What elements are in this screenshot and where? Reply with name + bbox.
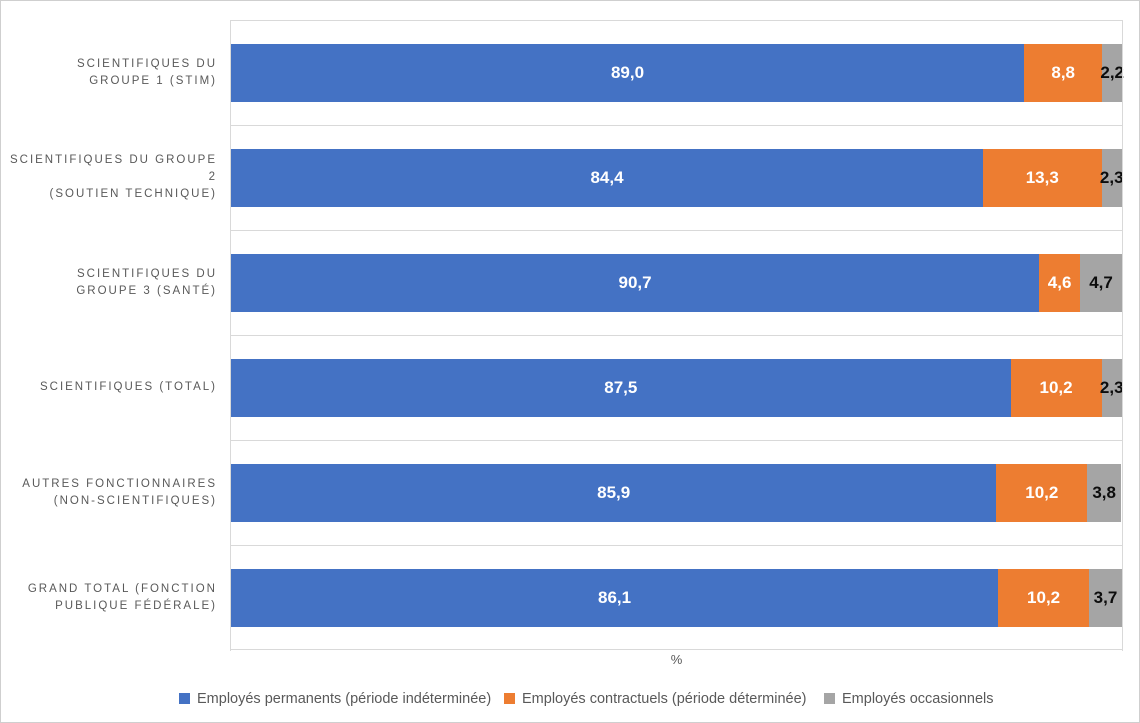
- segment-value-label: 89,0: [610, 63, 645, 82]
- segment-value-label: 10,2: [1027, 588, 1061, 607]
- segment-value-label: 2,3: [1099, 378, 1124, 397]
- bar-segment-casual: 2,3: [1099, 359, 1124, 417]
- bar-segment-casual: 2,3: [1099, 149, 1124, 207]
- bar-segment-contract: 10,2: [1010, 359, 1102, 417]
- stacked-bar: 87,5 10,2 2,3: [231, 359, 1124, 417]
- segment-value-label: 4,7: [1089, 273, 1113, 292]
- segment-value-label: 10,2: [1025, 483, 1059, 502]
- stacked-bar: 90,7 4,6 4,7: [231, 254, 1122, 312]
- bar-segment-permanent: 86,1: [231, 569, 999, 627]
- bar-segment-permanent: 89,0: [231, 44, 1024, 102]
- bar-segment-permanent: 84,4: [231, 149, 983, 207]
- bar-segment-contract: 10,2: [996, 464, 1088, 522]
- category-label-scientifiques-groupe3: SCIENTIFIQUES DU GROUPE 3 (SANTÉ): [76, 267, 217, 297]
- plot-area: 89,0 8,8 2,2 84,4 13,3 2,3 90,7 4,6 4,7 …: [231, 20, 1125, 650]
- segment-value-label: 87,5: [604, 378, 638, 397]
- category-label-scientifiques-groupe2: SCIENTIFIQUES DU GROUPE 2 (SOUTIEN TECHN…: [9, 154, 217, 200]
- category-axis: SCIENTIFIQUES DU GROUPE 1 (STIM) SCIENTI…: [1, 20, 217, 650]
- bar-segment-contract: 13,3: [983, 149, 1102, 207]
- bar-row: 90,7 4,6 4,7: [231, 230, 1122, 335]
- category-label-autres-fonctionnaires: AUTRES FONCTIONNAIRES (NON-SCIENTIFIQUES…: [22, 477, 217, 507]
- bar-row: 85,9 10,2 3,8: [231, 440, 1122, 545]
- segment-value-label: 10,2: [1039, 378, 1073, 397]
- stacked-bar: 86,1 10,2 3,7: [231, 569, 1122, 627]
- segment-value-label: 8,8: [1051, 63, 1075, 82]
- plot-right-gridline: [1122, 20, 1123, 651]
- segment-value-label: 3,7: [1093, 588, 1118, 607]
- x-axis-label: %: [670, 652, 683, 667]
- bar-segment-casual: 2,2: [1100, 44, 1125, 102]
- segment-value-label: 2,3: [1099, 168, 1124, 187]
- bar-segment-casual: 3,8: [1087, 464, 1122, 522]
- segment-value-label: 84,4: [590, 168, 624, 187]
- bar-row: 84,4 13,3 2,3: [231, 125, 1124, 230]
- segment-value-label: 13,3: [1025, 168, 1059, 187]
- category-label-grand-total: GRAND TOTAL (FONCTION PUBLIQUE FÉDÉRALE): [27, 582, 217, 612]
- bar-segment-permanent: 90,7: [231, 254, 1040, 312]
- legend-swatch-gray: [824, 693, 835, 704]
- legend-item-contract: Employés contractuels (période déterminé…: [504, 691, 807, 707]
- category-axis-line: [230, 20, 231, 651]
- bar-row: 87,5 10,2 2,3: [231, 335, 1124, 440]
- stacked-bar: 85,9 10,2 3,8: [231, 464, 1122, 522]
- segment-value-label: 90,7: [618, 273, 652, 292]
- legend-label: Employés contractuels (période déterminé…: [522, 691, 807, 707]
- stacked-bar: 84,4 13,3 2,3: [231, 149, 1124, 207]
- bar-segment-contract: 4,6: [1039, 254, 1081, 312]
- legend-label: Employés occasionnels: [842, 691, 994, 707]
- bar-segment-contract: 10,2: [998, 569, 1090, 627]
- bar-row: 89,0 8,8 2,2: [231, 20, 1125, 125]
- legend-item-casual: Employés occasionnels: [824, 691, 994, 707]
- legend-swatch-orange: [504, 693, 515, 704]
- bar-segment-permanent: 87,5: [231, 359, 1011, 417]
- legend-label: Employés permanents (période indéterminé…: [197, 691, 492, 707]
- category-label-scientifiques-total: SCIENTIFIQUES (TOTAL): [39, 381, 217, 393]
- bar-segment-permanent: 85,9: [231, 464, 997, 522]
- bar-segment-casual: 4,7: [1080, 254, 1122, 312]
- category-label-scientifiques-groupe1: SCIENTIFIQUES DU GROUPE 1 (STIM): [77, 57, 217, 87]
- segment-value-label: 86,1: [598, 588, 632, 607]
- segment-value-label: 4,6: [1047, 273, 1072, 292]
- segment-value-label: 2,2: [1100, 63, 1125, 82]
- bar-segment-casual: 3,7: [1089, 569, 1122, 627]
- legend-swatch-blue: [179, 693, 190, 704]
- bar-row: 86,1 10,2 3,7: [231, 545, 1122, 650]
- legend-item-permanent: Employés permanents (période indéterminé…: [179, 691, 491, 707]
- bar-segment-contract: 8,8: [1023, 44, 1103, 102]
- stacked-bar: 89,0 8,8 2,2: [231, 44, 1125, 102]
- segment-value-label: 85,9: [597, 483, 631, 502]
- segment-value-label: 3,8: [1092, 483, 1116, 502]
